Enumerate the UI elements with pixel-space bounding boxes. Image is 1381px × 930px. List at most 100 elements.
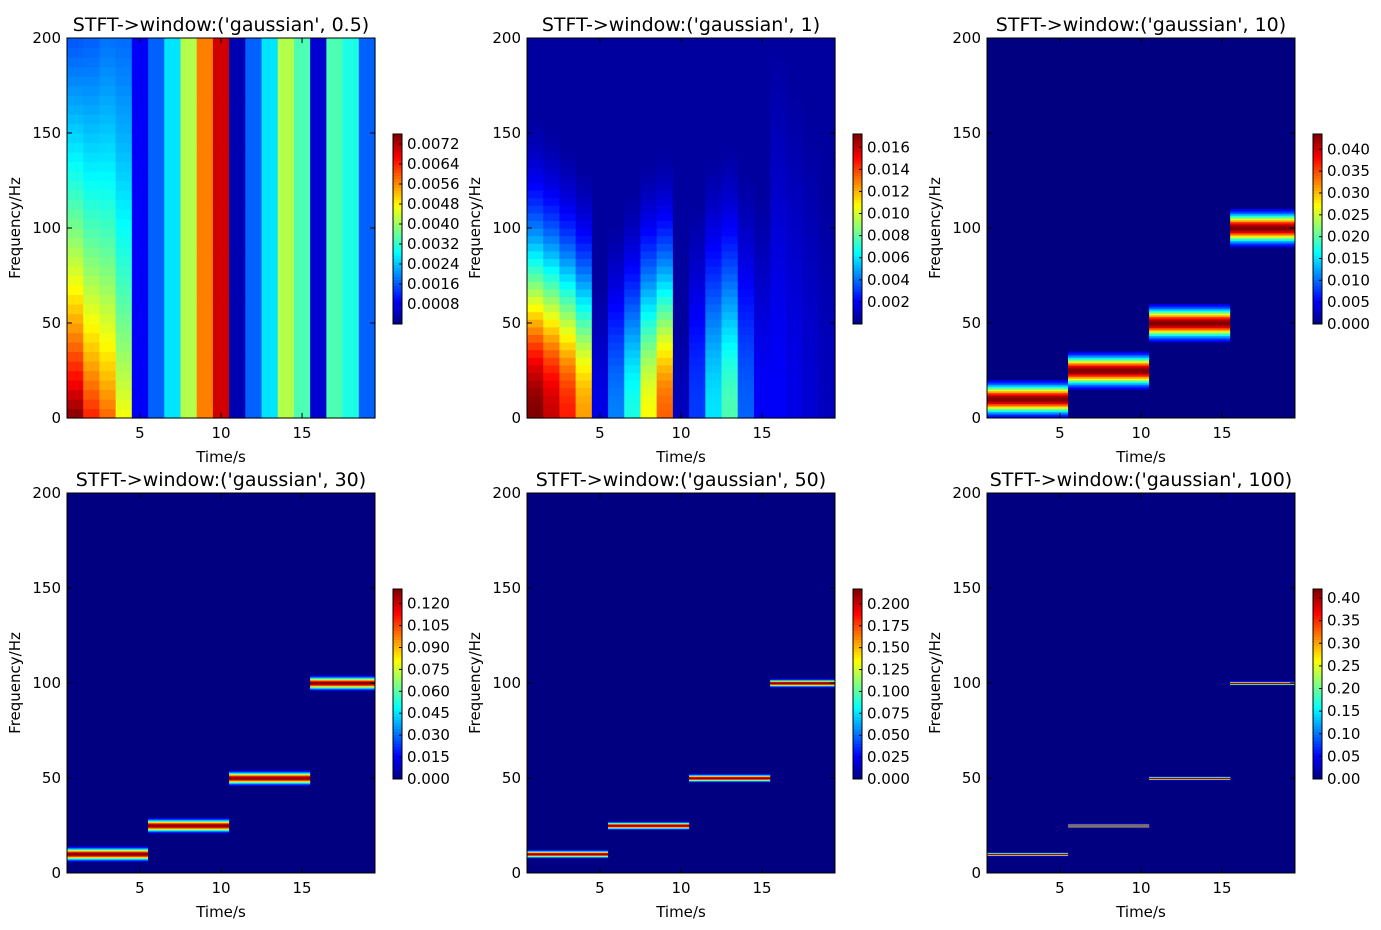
heatmap-cell — [131, 123, 149, 134]
colorbar-segment — [1313, 627, 1322, 632]
heatmap-cell — [786, 296, 804, 305]
heatmap-cell — [786, 250, 804, 259]
heatmap-cell — [131, 370, 149, 381]
colorbar-tick-label: 0.05 — [1327, 747, 1360, 765]
heatmap-cell — [689, 357, 706, 366]
heatmap-cell — [818, 205, 836, 214]
colorbar-segment — [1313, 211, 1322, 215]
colorbar-segment — [1313, 148, 1322, 153]
spectral-band — [310, 676, 375, 677]
heatmap-cell — [770, 250, 787, 259]
heatmap-cell — [229, 123, 246, 134]
heatmap-cell — [229, 218, 246, 229]
heatmap-cell — [656, 121, 674, 130]
chart-title: STFT->window:('gaussian', 10) — [996, 14, 1286, 36]
heatmap-cell — [543, 68, 561, 77]
heatmap-cell — [245, 304, 263, 315]
heatmap-cell — [148, 351, 165, 362]
heatmap-cell — [83, 285, 101, 296]
colorbar: 0.000.050.100.150.200.250.300.350.40 — [1312, 588, 1360, 788]
heatmap-cell — [543, 296, 561, 305]
heatmap-cell — [293, 323, 311, 334]
heatmap-cell — [180, 133, 198, 144]
heatmap-cell — [83, 399, 101, 410]
heatmap-cell — [656, 144, 674, 153]
heatmap-cell — [358, 209, 376, 220]
heatmap-cell — [737, 190, 755, 199]
heatmap-cell — [342, 370, 360, 381]
heatmap-cell — [640, 121, 658, 130]
heatmap-cell — [229, 323, 246, 334]
heatmap-cell — [721, 45, 739, 54]
heatmap-cell — [656, 243, 674, 252]
heatmap-cell — [131, 247, 149, 258]
colorbar-segment — [1313, 612, 1322, 617]
heatmap-cell — [326, 294, 344, 305]
heatmap-cell — [131, 389, 149, 400]
colorbar-segment — [393, 642, 402, 646]
heatmap-cell — [196, 76, 214, 87]
heatmap-cell — [608, 121, 625, 130]
heatmap-cell — [245, 209, 263, 220]
subplot-5: STFT->window:('gaussian', 50)5 10 15050100… — [466, 469, 910, 921]
heatmap-cell — [164, 180, 182, 191]
heatmap-cell — [608, 266, 625, 275]
colorbar-segment — [393, 205, 402, 209]
heatmap-cell — [212, 180, 230, 191]
heatmap-cell — [229, 85, 246, 96]
heatmap-cell — [672, 174, 690, 183]
spectral-band — [310, 686, 375, 688]
heatmap-cell — [358, 152, 376, 163]
heatmap-cell — [705, 114, 723, 123]
heatmap-cell — [310, 47, 327, 58]
y-tick-label: 150 — [492, 579, 521, 597]
spectral-band — [770, 682, 835, 683]
heatmap-cell — [115, 399, 133, 410]
heatmap-cell — [770, 53, 787, 62]
heatmap-cell — [705, 197, 723, 206]
heatmap-cell — [591, 296, 609, 305]
spectral-band — [67, 858, 149, 860]
colorbar-segment — [853, 288, 862, 292]
heatmap-cell — [721, 83, 739, 92]
heatmap-cell — [786, 380, 804, 389]
colorbar-segment — [1313, 743, 1322, 747]
heatmap-cell — [770, 258, 787, 267]
heatmap-cell — [802, 281, 820, 290]
heatmap-cell — [608, 349, 625, 358]
colorbar-segment — [1313, 184, 1322, 188]
colorbar-tick-label: 0.010 — [867, 205, 910, 223]
heatmap-cell — [753, 152, 771, 161]
colorbar-segment — [1313, 217, 1322, 221]
heatmap-cell — [115, 247, 133, 258]
heatmap-cell — [527, 136, 544, 145]
heatmap-cell — [527, 174, 544, 183]
colorbar-frame — [1312, 588, 1323, 780]
heatmap-cell — [591, 98, 609, 107]
heatmap-cell — [689, 45, 706, 54]
heatmap-cell — [310, 228, 327, 239]
heatmap-cell — [591, 68, 609, 77]
spectral-band — [310, 679, 375, 681]
heatmap-cell — [131, 218, 149, 229]
spectral-band — [527, 853, 609, 854]
heatmap-cell — [705, 38, 723, 47]
colorbar-segment — [853, 318, 862, 322]
heatmap-cell — [656, 296, 674, 305]
spectral-band — [1149, 307, 1231, 310]
heatmap-cell — [818, 258, 836, 267]
heatmap-cell — [575, 372, 593, 381]
heatmap-cell — [326, 275, 344, 286]
heatmap-cell — [277, 38, 295, 49]
heatmap-cell — [802, 212, 820, 221]
heatmap-cell — [527, 182, 544, 191]
heatmap-cell — [67, 389, 84, 400]
colorbar-frame — [1312, 133, 1323, 325]
heatmap-cell — [180, 304, 198, 315]
colorbar-segment — [853, 672, 862, 676]
heatmap-cell — [277, 408, 295, 419]
heatmap-cell — [293, 399, 311, 410]
colorbar-tick-label: 0.125 — [867, 661, 910, 679]
heatmap-cell — [310, 247, 327, 258]
y-axis-label: Frequency/Hz — [926, 177, 944, 279]
